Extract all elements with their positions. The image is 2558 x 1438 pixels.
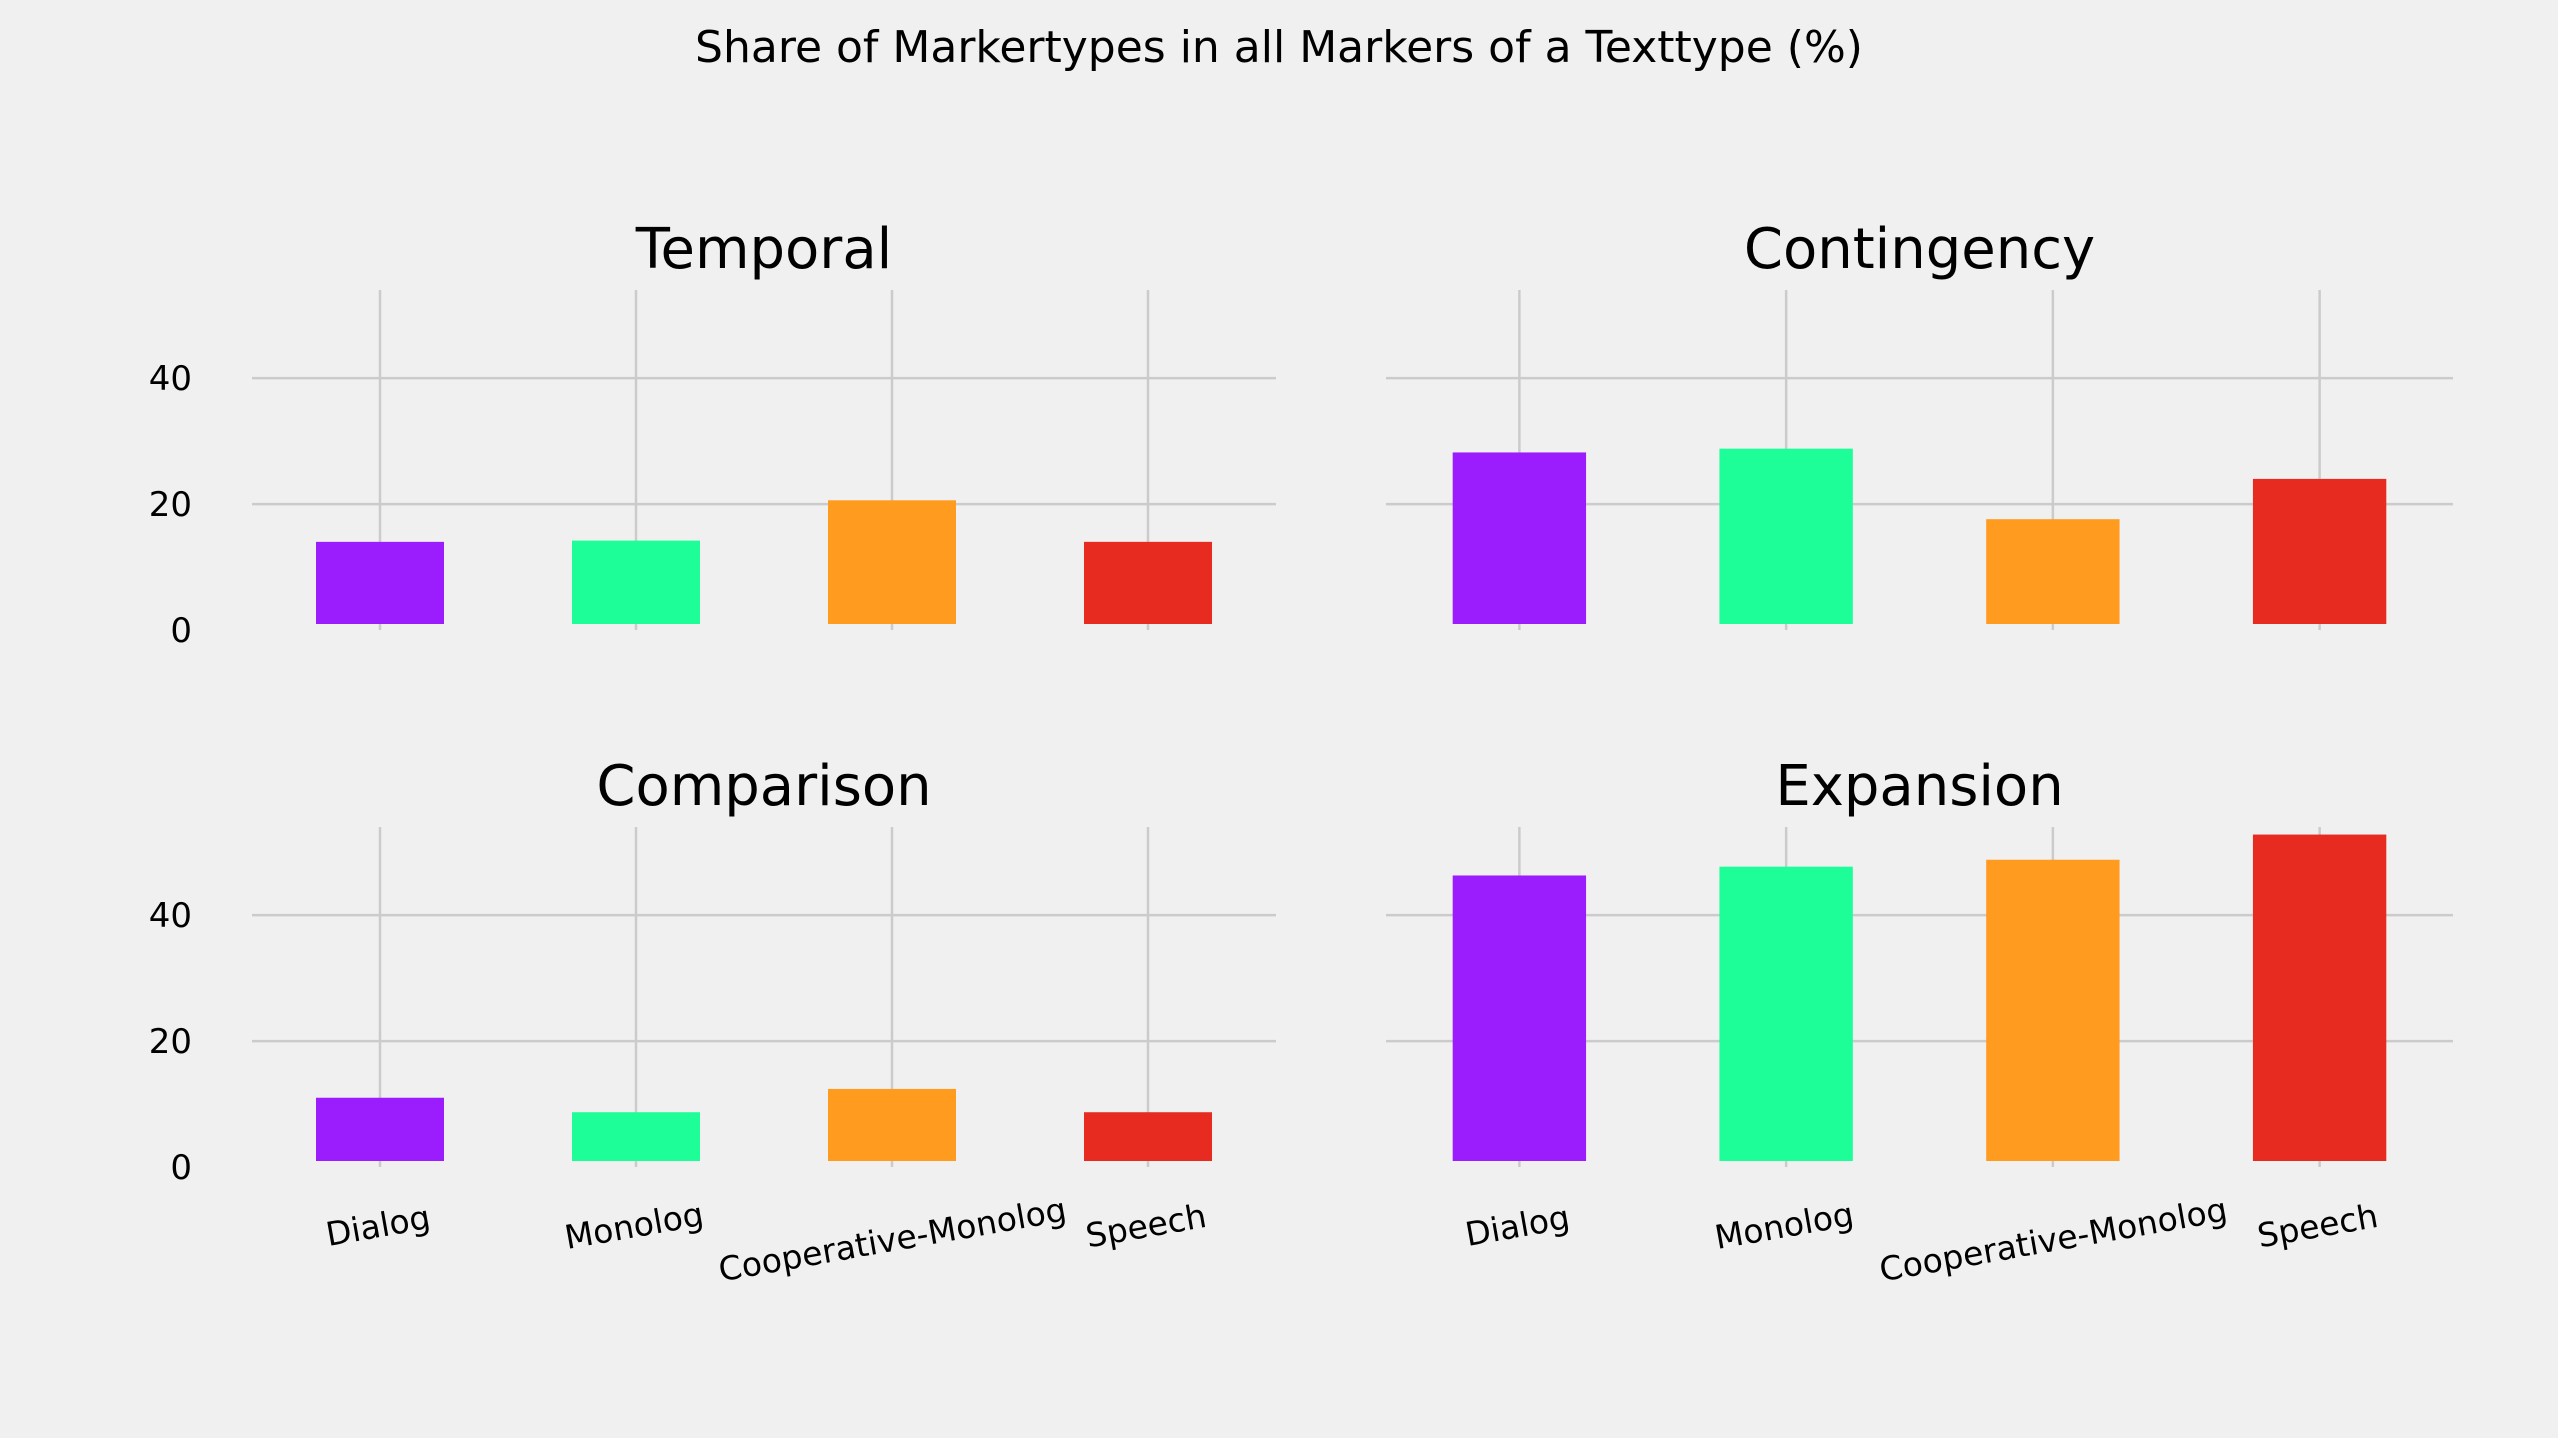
y-tick-label: 40	[149, 896, 192, 936]
x-tick-label: Dialog	[1462, 1197, 1572, 1254]
x-tick-label: Monolog	[562, 1194, 707, 1257]
panel-title: Comparison	[596, 754, 931, 819]
x-tick-label: Speech	[2254, 1196, 2380, 1256]
y-tick-label: 20	[149, 485, 192, 525]
bar-dialog	[1452, 875, 1587, 1161]
bar-cooperative-monolog	[828, 500, 956, 624]
bar-dialog	[1452, 452, 1587, 624]
panel-expansion: Expansion Dialog Monolog Cooperative-Monolo…	[1386, 754, 2453, 1289]
panel-comparison: 0 20 40 Comparison Dialog Monolog Cooperative-…	[149, 754, 1276, 1289]
panels: 0 20 40 Temporal Contingency 0 20 40 Comparison D…	[149, 217, 2453, 1289]
panel-title: Temporal	[635, 217, 892, 282]
bar-monolog	[1719, 866, 1853, 1161]
bar-dialog	[316, 541, 444, 624]
bar-cooperative-monolog	[1986, 859, 2120, 1161]
x-tick-label: Speech	[1083, 1196, 1209, 1256]
bar-speech	[1084, 541, 1212, 624]
panel-contingency: Contingency	[1386, 217, 2453, 630]
bar-dialog	[316, 1097, 444, 1161]
panel-temporal: 0 20 40 Temporal	[149, 217, 1276, 651]
x-tick-label: Monolog	[1712, 1194, 1857, 1257]
y-tick-label: 20	[149, 1022, 192, 1062]
bar-speech	[1084, 1112, 1212, 1161]
y-tick-label: 0	[170, 611, 192, 651]
bar-speech	[2252, 834, 2387, 1161]
x-tick-label: Dialog	[323, 1197, 433, 1254]
y-tick-label: 40	[149, 359, 192, 399]
bar-monolog	[572, 540, 700, 624]
bar-cooperative-monolog	[1986, 519, 2120, 624]
panel-title: Expansion	[1775, 754, 2063, 819]
bar-cooperative-monolog	[828, 1088, 956, 1161]
x-tick-label: Cooperative-Monolog	[716, 1190, 1070, 1290]
bar-monolog	[572, 1112, 700, 1161]
panel-title: Contingency	[1744, 217, 2095, 282]
y-tick-label: 0	[170, 1148, 192, 1188]
bar-speech	[2252, 478, 2387, 624]
x-tick-label: Cooperative-Monolog	[1876, 1190, 2230, 1290]
bar-monolog	[1719, 448, 1853, 624]
figure-title: Share of Markertypes in all Markers of a…	[695, 22, 1863, 73]
